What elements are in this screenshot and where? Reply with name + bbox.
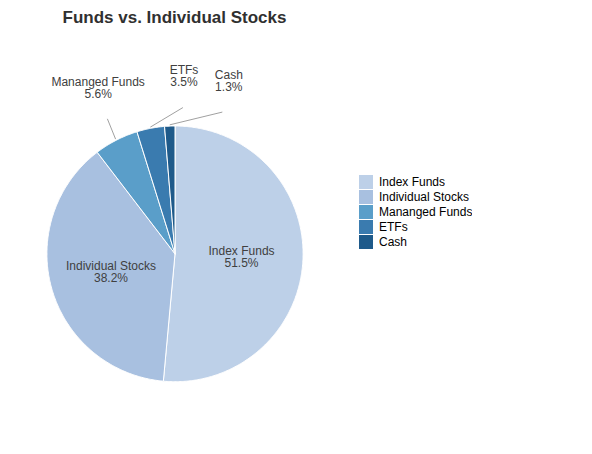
svg-text:Index Funds51.5%: Index Funds51.5% xyxy=(209,244,275,270)
html-text:Cash: Cash xyxy=(379,234,407,249)
svg-text:Mananged Funds5.6%: Mananged Funds5.6% xyxy=(51,75,144,101)
html-text:Funds vs. Individual Stocks: Funds vs. Individual Stocks xyxy=(62,8,287,27)
svg-text:ETFs3.5%: ETFs3.5% xyxy=(170,63,199,89)
html-text:Mananged Funds: Mananged Funds xyxy=(379,204,473,219)
svg-text:Cash1.3%: Cash1.3% xyxy=(215,68,243,94)
html-text:Index Funds: Index Funds xyxy=(379,174,445,189)
svg-text:Individual Stocks38.2%: Individual Stocks38.2% xyxy=(66,259,156,285)
html-text:ETFs: ETFs xyxy=(379,219,408,234)
html-text:Individual Stocks: Individual Stocks xyxy=(379,189,469,204)
